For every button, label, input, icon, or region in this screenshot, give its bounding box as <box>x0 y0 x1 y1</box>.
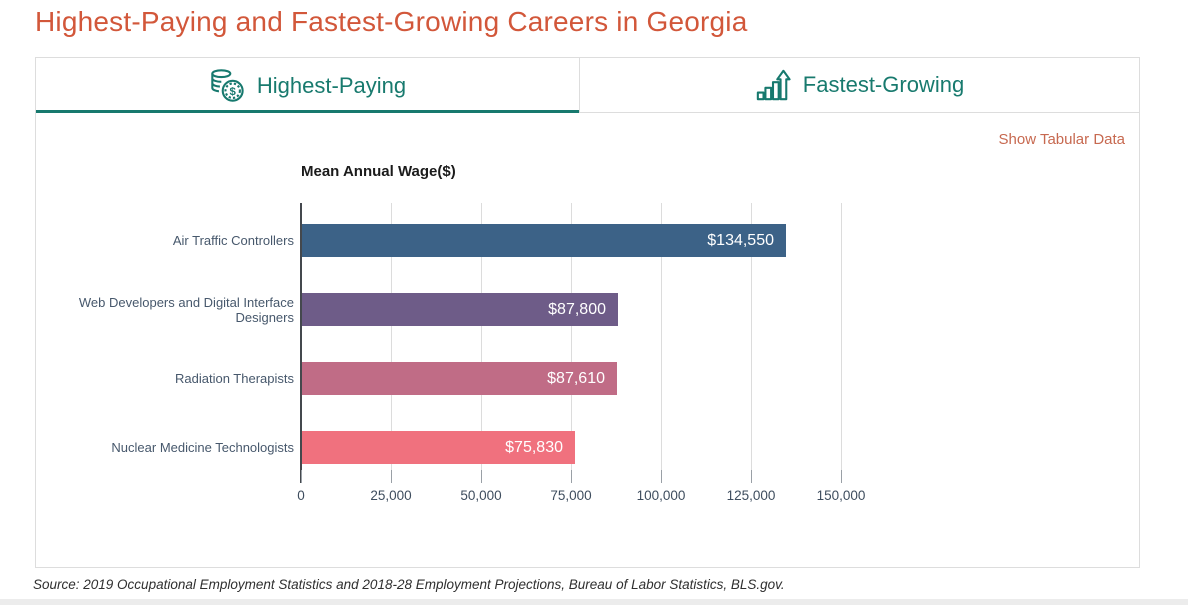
gridline <box>661 203 662 470</box>
x-tick-label: 100,000 <box>636 488 686 503</box>
chart-title: Mean Annual Wage($) <box>301 163 456 180</box>
y-axis-line <box>300 203 302 483</box>
tab-bar: $ Highest-Paying Fastest-Growing <box>35 57 1140 116</box>
x-axis-tick <box>301 470 302 483</box>
x-tick-label: 0 <box>297 488 305 503</box>
x-tick-label: 75,000 <box>550 488 592 503</box>
bar-4: $75,830 <box>302 431 575 464</box>
tab-highest-paying-label: Highest-Paying <box>256 72 407 98</box>
next-section-edge <box>0 599 1188 605</box>
x-tick-label: 25,000 <box>370 488 412 503</box>
show-tabular-data-link[interactable]: Show Tabular Data <box>998 131 1125 148</box>
x-tick-label: 150,000 <box>816 488 866 503</box>
growth-chart-icon <box>755 67 791 103</box>
bar-3: $87,610 <box>302 362 617 395</box>
plot-area: 0 25,000 50,000 75,000 100,000 125,000 150,000… <box>79 203 865 503</box>
x-axis-tick <box>391 470 392 483</box>
chart-panel: Show Tabular Data Mean Annual Wage($) 0 2… <box>35 113 1140 568</box>
x-axis-tick <box>841 470 842 483</box>
coins-dollar-icon: $ <box>209 68 245 104</box>
page-title: Highest-Paying and Fastest-Growing Caree… <box>35 6 748 37</box>
x-axis-tick <box>661 470 662 483</box>
category-label: Web Developers and Digital Interface Des… <box>78 294 294 325</box>
tab-fastest-growing[interactable]: Fastest-Growing <box>580 57 1140 113</box>
bar-2: $87,800 <box>302 293 618 326</box>
source-note: Source: 2019 Occupational Employment Sta… <box>33 577 785 592</box>
svg-text:$: $ <box>229 86 236 98</box>
gridline <box>391 203 392 470</box>
x-axis-tick <box>481 470 482 483</box>
x-axis-tick <box>571 470 572 483</box>
x-tick-label: 50,000 <box>460 488 502 503</box>
category-label: Radiation Therapists <box>175 371 294 386</box>
bar-value-label: $75,830 <box>505 438 563 456</box>
gridline <box>571 203 572 470</box>
gridline <box>481 203 482 470</box>
gridline <box>751 203 752 470</box>
bar-value-label: $87,610 <box>547 369 605 387</box>
tab-highest-paying[interactable]: $ Highest-Paying <box>35 57 580 116</box>
bar-value-label: $134,550 <box>707 231 774 249</box>
category-label: Air Traffic Controllers <box>172 233 294 248</box>
bar-1: $134,550 <box>302 224 786 257</box>
gridline <box>841 203 842 470</box>
x-tick-label: 125,000 <box>726 488 776 503</box>
x-axis-tick <box>751 470 752 483</box>
bar-value-label: $87,800 <box>548 300 606 318</box>
tab-fastest-growing-label: Fastest-Growing <box>802 72 965 97</box>
category-label: Nuclear Medicine Technologists <box>111 440 294 455</box>
